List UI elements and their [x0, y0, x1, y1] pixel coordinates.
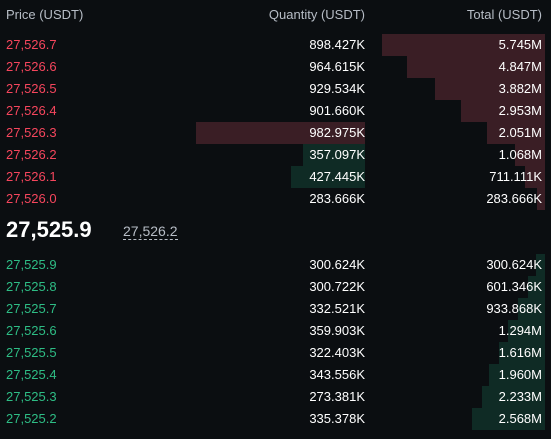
ask-total: 3.882M [498, 81, 542, 96]
bid-total: 2.233M [498, 389, 542, 404]
bid-total: 933.868K [486, 301, 542, 316]
ask-total: 283.666K [486, 191, 542, 206]
bid-row[interactable]: 27,525.7 332.521K 933.868K [0, 298, 551, 320]
mid-price-section: 27,525.9 27,526.2 [0, 214, 551, 248]
bid-price: 27,525.7 [6, 301, 57, 316]
bid-total: 2.568M [498, 411, 542, 426]
bid-row[interactable]: 27,525.2 335.378K 2.568M [0, 408, 551, 430]
ask-quantity: 929.534K [309, 81, 365, 96]
bid-price: 27,525.4 [6, 367, 57, 382]
ask-row[interactable]: 27,526.4 901.660K 2.953M [0, 100, 551, 122]
bid-total: 1.294M [498, 323, 542, 338]
bid-price: 27,525.3 [6, 389, 57, 404]
ask-row[interactable]: 27,526.0 283.666K 283.666K [0, 188, 551, 210]
ask-row[interactable]: 27,526.7 898.427K 5.745M [0, 34, 551, 56]
ask-row[interactable]: 27,526.5 929.534K 3.882M [0, 78, 551, 100]
bid-total: 300.624K [486, 257, 542, 272]
ask-row[interactable]: 27,526.6 964.615K 4.847M [0, 56, 551, 78]
ask-quantity: 427.445K [309, 169, 365, 184]
ask-price: 27,526.5 [6, 81, 57, 96]
bid-price: 27,525.6 [6, 323, 57, 338]
bid-price: 27,525.2 [6, 411, 57, 426]
bid-row[interactable]: 27,525.6 359.903K 1.294M [0, 320, 551, 342]
ask-total: 1.068M [498, 147, 542, 162]
bid-quantity: 343.556K [309, 367, 365, 382]
bid-quantity: 273.381K [309, 389, 365, 404]
ask-price: 27,526.4 [6, 103, 57, 118]
ask-quantity: 898.427K [309, 37, 365, 52]
bid-total: 1.616M [498, 345, 542, 360]
bid-price: 27,525.9 [6, 257, 57, 272]
price-column-header: Price (USDT) [6, 7, 84, 22]
bid-row[interactable]: 27,525.5 322.403K 1.616M [0, 342, 551, 364]
bid-price: 27,525.5 [6, 345, 57, 360]
ask-price: 27,526.7 [6, 37, 57, 52]
mark-price[interactable]: 27,526.2 [123, 223, 178, 240]
last-price: 27,525.9 [6, 217, 92, 242]
total-column-header: Total (USDT) [466, 7, 542, 22]
ask-price: 27,526.6 [6, 59, 57, 74]
ask-price: 27,526.3 [6, 125, 57, 140]
bid-quantity: 332.521K [309, 301, 365, 316]
bid-quantity: 359.903K [309, 323, 365, 338]
ask-price: 27,526.0 [6, 191, 57, 206]
bid-row[interactable]: 27,525.8 300.722K 601.346K [0, 276, 551, 298]
ask-quantity: 901.660K [309, 103, 365, 118]
ask-row[interactable]: 27,526.2 357.097K 1.068M [0, 144, 551, 166]
ask-total: 4.847M [498, 59, 542, 74]
quantity-column-header: Quantity (USDT) [268, 7, 365, 22]
ask-price: 27,526.1 [6, 169, 57, 184]
ask-quantity: 357.097K [309, 147, 365, 162]
ask-total: 5.745M [498, 37, 542, 52]
bid-quantity: 300.624K [309, 257, 365, 272]
bid-total: 601.346K [486, 279, 542, 294]
bid-quantity: 300.722K [309, 279, 365, 294]
ask-price: 27,526.2 [6, 147, 57, 162]
bid-quantity: 335.378K [309, 411, 365, 426]
ask-row[interactable]: 27,526.1 427.445K 711.111K [0, 166, 551, 188]
bid-quantity: 322.403K [309, 345, 365, 360]
bid-row[interactable]: 27,525.3 273.381K 2.233M [0, 386, 551, 408]
bid-row[interactable]: 27,525.4 343.556K 1.960M [0, 364, 551, 386]
bid-price: 27,525.8 [6, 279, 57, 294]
bid-row[interactable]: 27,525.9 300.624K 300.624K [0, 254, 551, 276]
ask-total: 711.111K [489, 169, 542, 184]
order-book-header: Price (USDT) Quantity (USDT) Total (USDT… [0, 7, 551, 25]
ask-row[interactable]: 27,526.3 982.975K 2.051M [0, 122, 551, 144]
ask-quantity: 283.666K [309, 191, 365, 206]
ask-quantity: 964.615K [309, 59, 365, 74]
bid-total: 1.960M [498, 367, 542, 382]
ask-total: 2.051M [498, 125, 542, 140]
ask-total: 2.953M [498, 103, 542, 118]
ask-quantity: 982.975K [309, 125, 365, 140]
